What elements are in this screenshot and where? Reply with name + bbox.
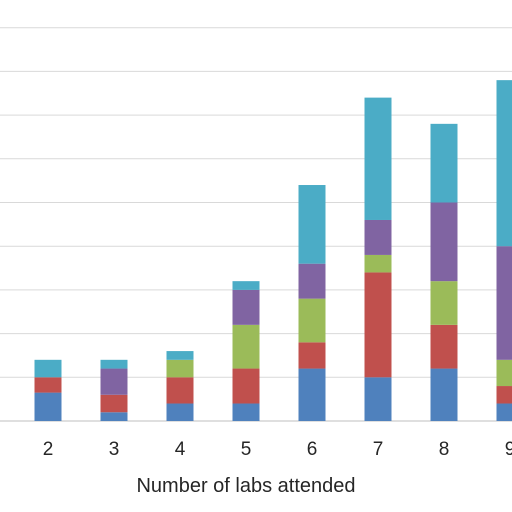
bar-segment-7-series-3 [364,254,392,273]
bar-segment-9-series-4 [496,246,512,360]
bar-segment-8-series-2 [430,324,458,369]
bar-segment-4-series-2 [166,377,194,404]
bar-segment-7-series-2 [364,272,392,378]
bar-segment-6-series-1 [298,368,326,421]
bar-segment-6-series-4 [298,263,326,299]
bar-segment-9-series-5 [496,80,512,247]
x-tick-label-7: 7 [373,439,384,460]
bar-segment-3-series-1 [100,412,128,421]
bar-segment-2-series-5 [34,359,62,378]
x-tick-labels: 2 3 4 5 6 7 8 9 [43,439,512,460]
x-tick-label-8: 8 [439,439,450,460]
bar-segment-6-series-3 [298,298,326,343]
x-tick-label-3: 3 [109,439,120,460]
bar-segment-3-series-4 [100,368,128,395]
bar-segment-7-series-5 [364,97,392,220]
bar-segment-5-series-2 [232,368,260,404]
x-tick-label-5: 5 [241,439,252,460]
bar-segment-8-series-5 [430,123,458,203]
bar-segment-5-series-3 [232,324,260,369]
bar-segment-7-series-4 [364,219,392,255]
bar-segment-3-series-2 [100,394,128,413]
bar-segment-6-series-2 [298,342,326,369]
bar-segment-5-series-1 [232,403,260,421]
bar-segment-8-series-1 [430,368,458,421]
bar-segment-5-series-5 [232,281,260,290]
bar-segment-6-series-5 [298,185,326,264]
bar-segment-3-series-5 [100,359,128,369]
bar-segment-9-series-1 [496,403,512,421]
bars [34,80,512,421]
bar-segment-9-series-3 [496,359,512,387]
bar-segment-7-series-1 [364,377,392,421]
x-tick-label-2: 2 [43,439,54,460]
bar-segment-4-series-3 [166,359,194,378]
bar-segment-4-series-1 [166,403,194,421]
bar-segment-8-series-4 [430,202,458,282]
bar-segment-8-series-3 [430,281,458,325]
x-tick-label-6: 6 [307,439,318,460]
x-tick-label-9: 9 [505,439,512,460]
bar-segment-2-series-2 [34,377,62,393]
bar-segment-2-series-1 [34,392,62,421]
gridlines [0,27,512,422]
x-tick-label-4: 4 [175,439,186,460]
bar-segment-5-series-4 [232,289,260,325]
x-axis-title: Number of labs attended [136,475,355,497]
bar-segment-9-series-2 [496,386,512,404]
bar-segment-4-series-5 [166,351,194,360]
